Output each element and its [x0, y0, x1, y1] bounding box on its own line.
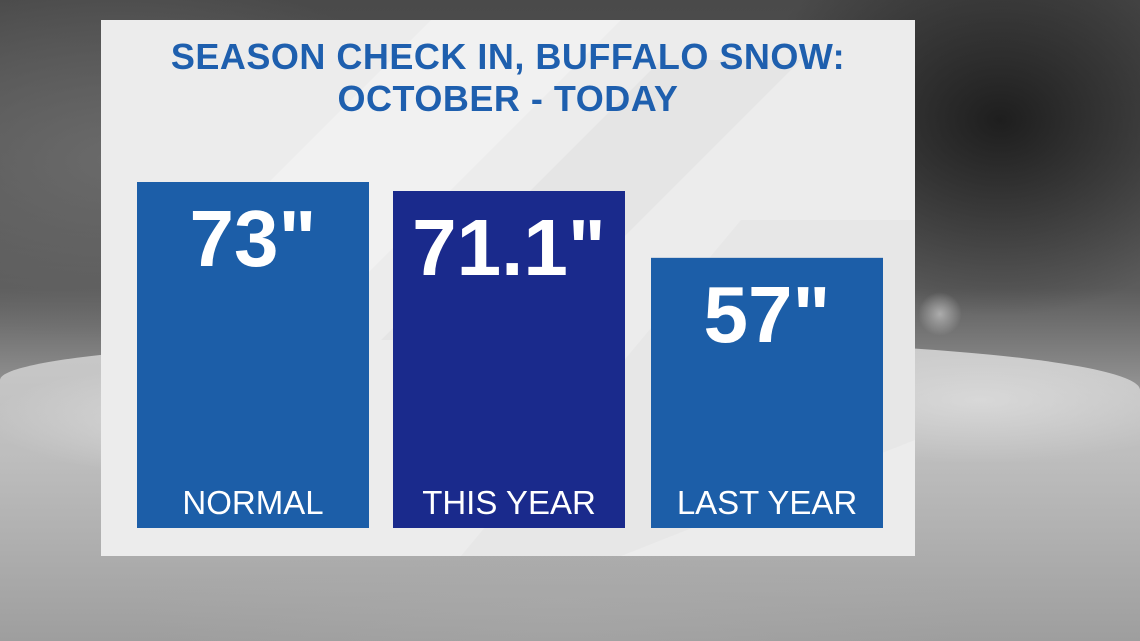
- bar-last-year: [651, 257, 883, 528]
- bar-category-label: LAST YEAR: [677, 484, 857, 521]
- bar-category-label: THIS YEAR: [422, 484, 596, 521]
- bar-value-label: 73": [190, 194, 317, 283]
- bar-value-label: 57": [704, 270, 831, 359]
- chart-title: SEASON CHECK IN, BUFFALO SNOW: OCTOBER -…: [101, 36, 915, 120]
- bar-category-label: NORMAL: [182, 484, 323, 521]
- bar-normal: [137, 182, 369, 528]
- snowflake-bokeh: [918, 292, 962, 336]
- bar-value-label: 71.1": [412, 203, 606, 292]
- bar-chart: 73" NORMAL 71.1" THIS YEAR 57" LAST YEAR: [137, 182, 883, 528]
- chart-panel: SEASON CHECK IN, BUFFALO SNOW: OCTOBER -…: [101, 20, 915, 556]
- bar-this-year: [393, 191, 625, 528]
- title-line-1: SEASON CHECK IN, BUFFALO SNOW:: [170, 36, 846, 77]
- title-line-2: OCTOBER - TODAY: [337, 78, 679, 119]
